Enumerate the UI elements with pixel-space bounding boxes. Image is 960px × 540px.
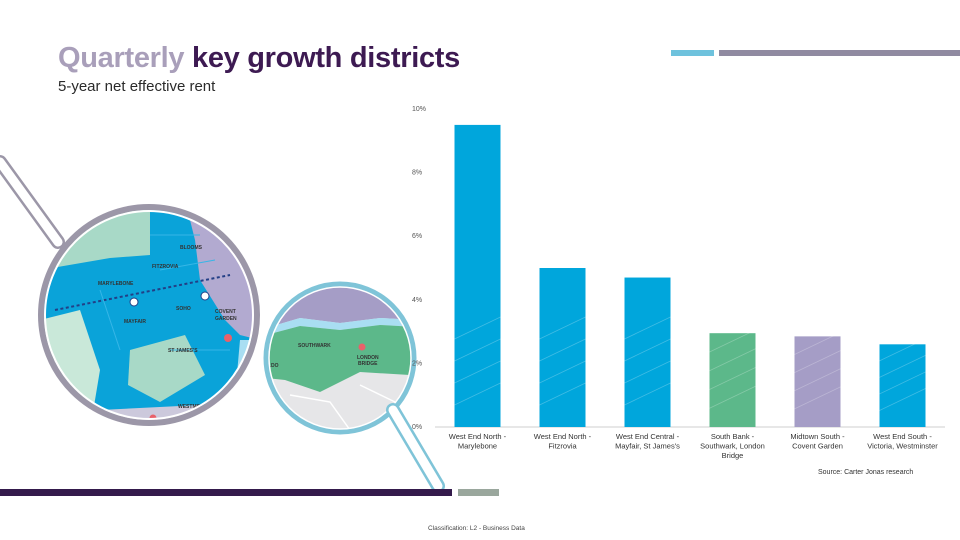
label-london-bridge-2: BRIDGE bbox=[358, 361, 378, 367]
bar-texture bbox=[624, 316, 671, 406]
x-category-label: South Bank -Southwark, London Bridge bbox=[700, 432, 765, 460]
magnifier-maps: BLOOMS FITZROVIA MARYLEBONE SOHO COVENT … bbox=[0, 155, 445, 493]
y-tick-label: 0% bbox=[412, 424, 422, 431]
label-marylebone: MARYLEBONE bbox=[98, 281, 134, 287]
y-tick-label: 4% bbox=[412, 297, 422, 304]
label-covent-garden-2: GARDEN bbox=[215, 316, 237, 322]
bar-chart: 0% 2% 4% 6% 8% 10% West End North -Marylebone W… bbox=[412, 106, 945, 460]
bar bbox=[794, 336, 841, 427]
label-ldo: LDO bbox=[268, 363, 279, 369]
accent-bar-blue bbox=[671, 50, 714, 56]
slide-subtitle: 5-year net effective rent bbox=[58, 78, 216, 95]
rail-station-icon bbox=[224, 334, 232, 342]
bar-texture bbox=[794, 332, 841, 410]
label-mayfair: MAYFAIR bbox=[124, 319, 146, 325]
label-soho: SOHO bbox=[176, 306, 191, 312]
bar bbox=[454, 124, 501, 428]
bar-texture bbox=[539, 316, 586, 406]
x-category-label: Midtown South -Covent Garden bbox=[790, 432, 845, 451]
label-southwark: SOUTHWARK bbox=[298, 343, 331, 349]
rail-station-icon bbox=[358, 343, 366, 351]
y-tick-label: 10% bbox=[412, 106, 426, 113]
source-note: Source: Carter Jonas research bbox=[818, 469, 914, 476]
magnifier-rim-left bbox=[38, 204, 260, 426]
label-bloomsbury: BLOOMS bbox=[180, 245, 203, 251]
slide-title: Quarterly key growth districts bbox=[58, 42, 460, 75]
bar bbox=[624, 277, 671, 427]
bar-texture bbox=[454, 316, 501, 406]
label-st-james: ST JAMES'S bbox=[168, 348, 198, 354]
label-fitzrovia: FITZROVIA bbox=[152, 264, 179, 270]
x-category-label: West End Central -Mayfair, St James's bbox=[615, 432, 680, 451]
x-category-label: West End North -Marylebone bbox=[449, 432, 507, 451]
title-dark: key growth districts bbox=[192, 42, 460, 74]
x-category-label: West End South -Victoria, Westminster bbox=[867, 432, 938, 451]
magnifier-rim-right bbox=[263, 281, 417, 435]
x-category-label: West End North -Fitzrovia bbox=[534, 432, 592, 451]
y-tick-label: 6% bbox=[412, 233, 422, 240]
label-london-bridge-1: LONDON bbox=[357, 355, 379, 361]
magnifier-handle-right bbox=[386, 403, 445, 493]
footer-bar bbox=[0, 489, 452, 496]
footer-accent bbox=[458, 489, 499, 496]
classification-label: Classification: L2 - Business Data bbox=[428, 525, 525, 532]
bar bbox=[539, 268, 586, 427]
bar-texture bbox=[709, 329, 756, 409]
accent-bar-gray bbox=[719, 50, 960, 56]
bar bbox=[879, 344, 926, 427]
bar bbox=[709, 333, 756, 427]
label-covent-garden-1: COVENT bbox=[215, 309, 236, 315]
y-tick-label: 2% bbox=[412, 360, 422, 367]
y-tick-label: 8% bbox=[412, 170, 422, 177]
label-victoria: VICTORIA bbox=[155, 434, 179, 440]
title-light: Quarterly bbox=[58, 42, 185, 74]
magnifier-handle-left bbox=[0, 155, 65, 249]
bar-texture bbox=[879, 338, 926, 411]
